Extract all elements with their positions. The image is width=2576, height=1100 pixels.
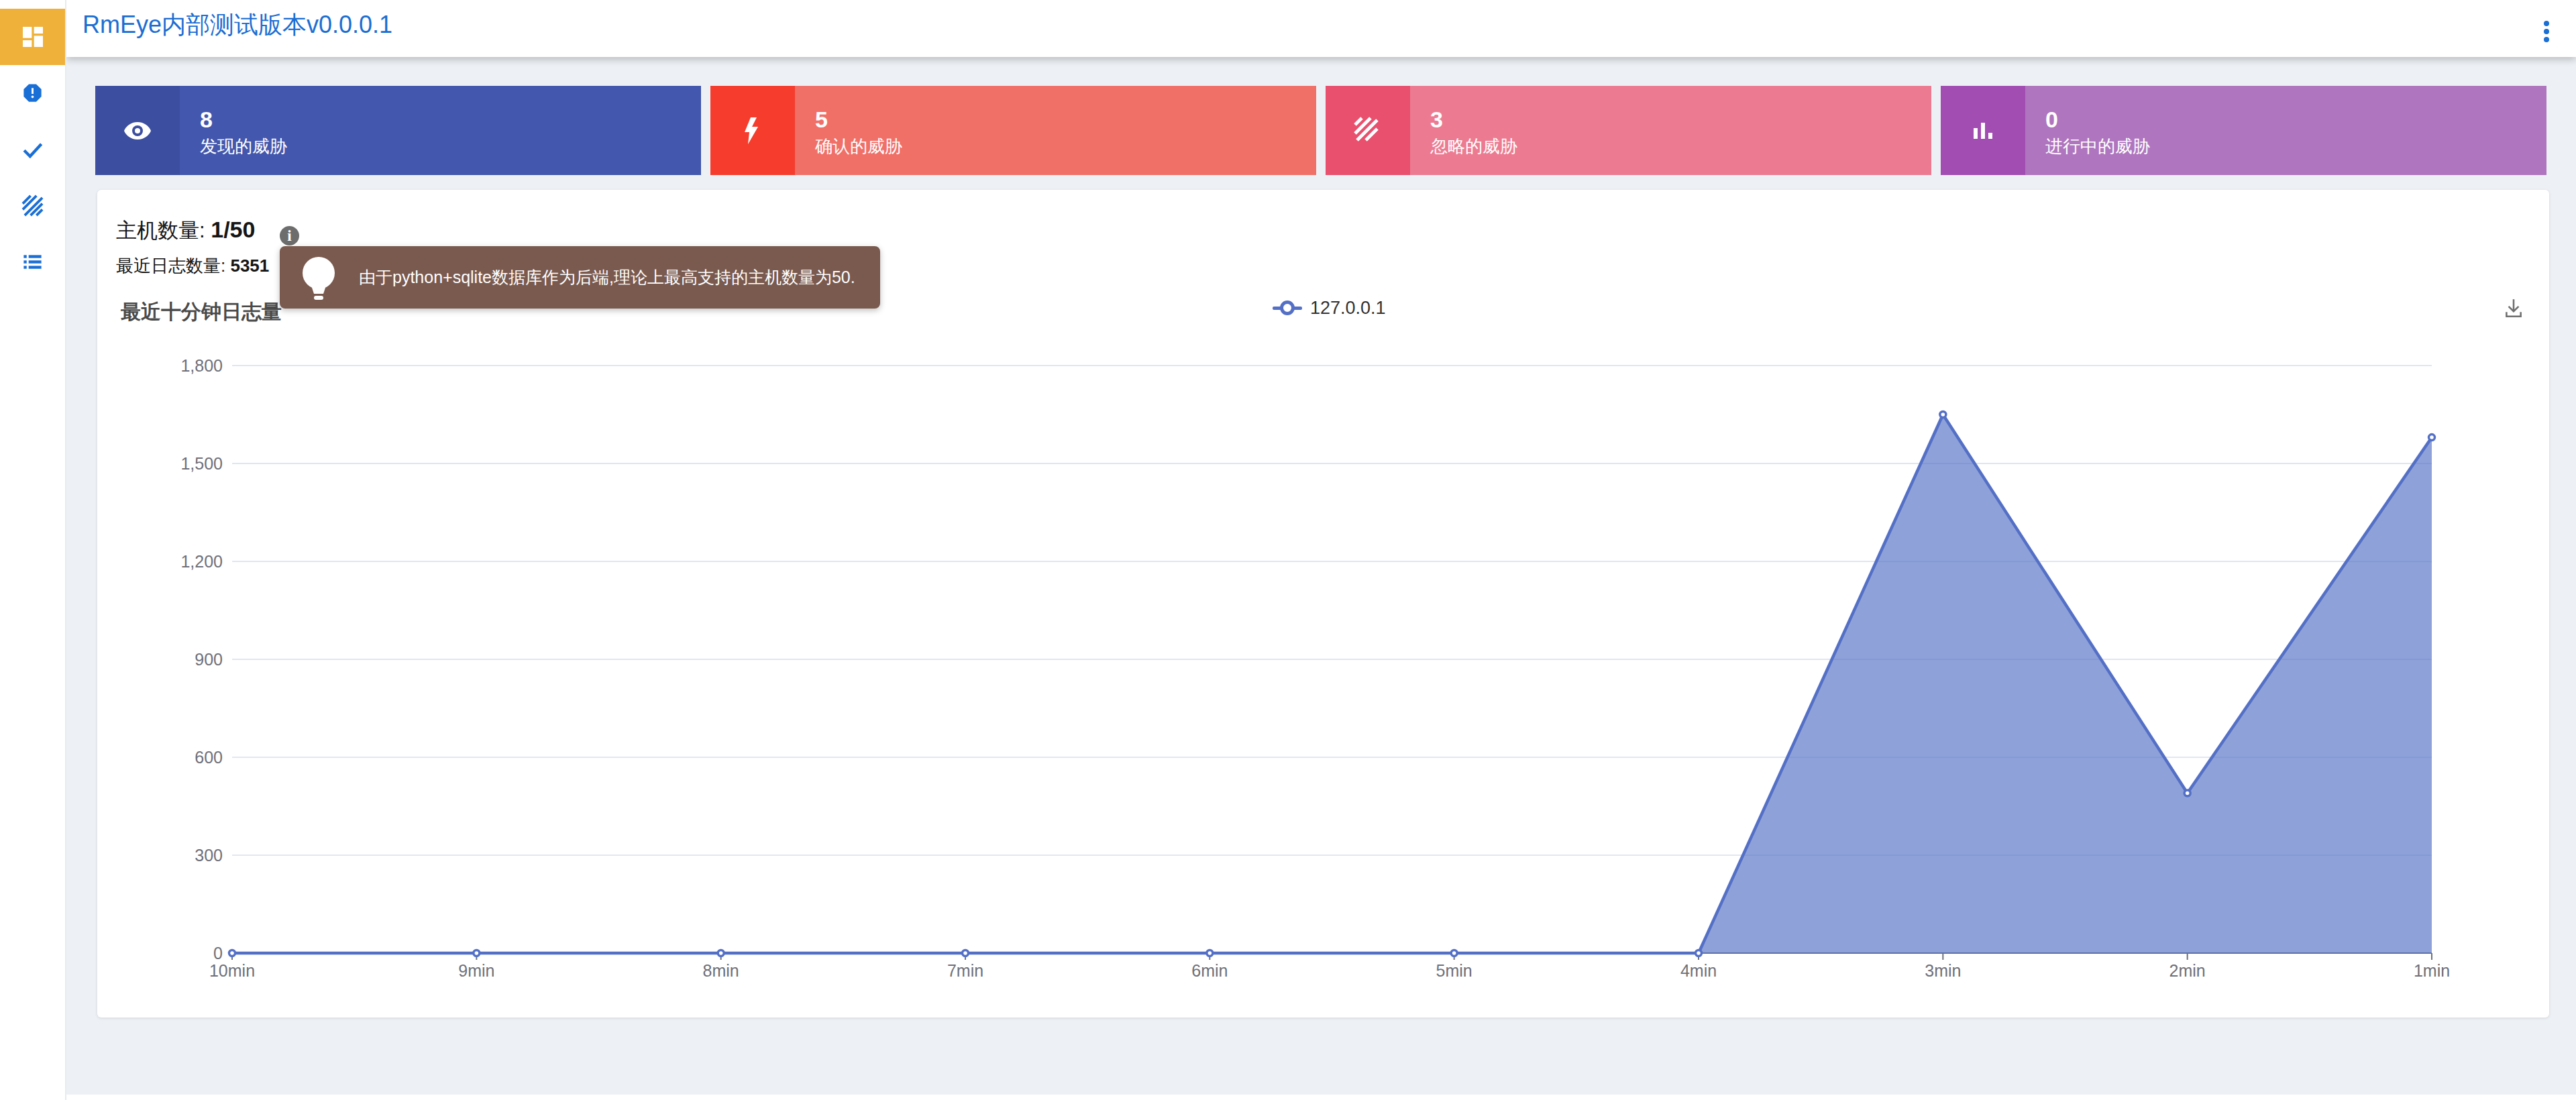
svg-text:2min: 2min xyxy=(2169,961,2206,980)
kebab-menu-icon[interactable] xyxy=(2540,18,2553,48)
tooltip: 由于python+sqlite数据库作为后端,理论上最高支持的主机数量为50. xyxy=(280,246,880,309)
svg-text:600: 600 xyxy=(195,748,223,767)
svg-text:5min: 5min xyxy=(1436,961,1472,980)
stat-card-label: 忽略的威胁 xyxy=(1430,136,1931,156)
svg-text:9min: 9min xyxy=(458,961,494,980)
sidebar-item-ignored[interactable] xyxy=(21,194,44,217)
svg-text:3min: 3min xyxy=(1925,961,1961,980)
sidebar-item-threats[interactable] xyxy=(21,81,44,105)
svg-text:300: 300 xyxy=(195,846,223,865)
stat-card: 8 发现的威胁 xyxy=(95,86,701,175)
eye-icon xyxy=(95,86,180,175)
check-icon xyxy=(21,138,44,162)
sidebar-item-dashboard[interactable] xyxy=(0,9,65,65)
stat-card-value: 3 xyxy=(1430,107,1931,131)
svg-text:8min: 8min xyxy=(703,961,739,980)
stat-card-label: 确认的威胁 xyxy=(815,136,1316,156)
sidebar xyxy=(0,0,66,1100)
lightbulb-icon xyxy=(300,256,337,300)
svg-text:7min: 7min xyxy=(947,961,983,980)
svg-text:1,200: 1,200 xyxy=(180,552,223,571)
bar-chart-icon xyxy=(1941,86,2025,175)
stat-card: 0 进行中的威胁 xyxy=(1941,86,2546,175)
svg-text:1,500: 1,500 xyxy=(180,454,223,473)
svg-text:4min: 4min xyxy=(1680,961,1717,980)
svg-text:1,800: 1,800 xyxy=(180,356,223,375)
svg-text:1min: 1min xyxy=(2414,961,2450,980)
stat-card-value: 8 xyxy=(200,107,701,131)
stat-card-label: 发现的威胁 xyxy=(200,136,701,156)
sidebar-item-list[interactable] xyxy=(21,250,44,274)
svg-text:10min: 10min xyxy=(209,961,255,980)
tooltip-text: 由于python+sqlite数据库作为后端,理论上最高支持的主机数量为50. xyxy=(359,266,855,288)
stat-card: 3 忽略的威胁 xyxy=(1326,86,1931,175)
stat-card-value: 0 xyxy=(2045,107,2546,131)
svg-text:6min: 6min xyxy=(1191,961,1228,980)
texture-icon xyxy=(21,194,44,217)
list-icon xyxy=(21,250,44,274)
stat-card: 5 确认的威胁 xyxy=(710,86,1316,175)
app-title: RmEye内部测试版本v0.0.0.1 xyxy=(83,0,392,50)
lightning-icon xyxy=(710,86,795,175)
stat-card-label: 进行中的威胁 xyxy=(2045,136,2546,156)
stat-card-value: 5 xyxy=(815,107,1316,131)
sidebar-item-confirmed[interactable] xyxy=(21,138,44,162)
main-panel: 主机数量: 1/50 i 最近日志数量: 5351 由于python+sqlit… xyxy=(97,190,2549,1018)
stripes-icon xyxy=(1326,86,1410,175)
svg-text:0: 0 xyxy=(213,944,223,963)
svg-text:900: 900 xyxy=(195,650,223,669)
app-header: RmEye内部测试版本v0.0.0.1 xyxy=(66,0,2576,57)
dashboard-icon xyxy=(19,23,46,50)
log-volume-chart[interactable]: 0 300 600 900 1,200 1,500 1,800 10min 9min 8min 7m… xyxy=(97,190,2549,1018)
report-icon xyxy=(21,81,44,105)
